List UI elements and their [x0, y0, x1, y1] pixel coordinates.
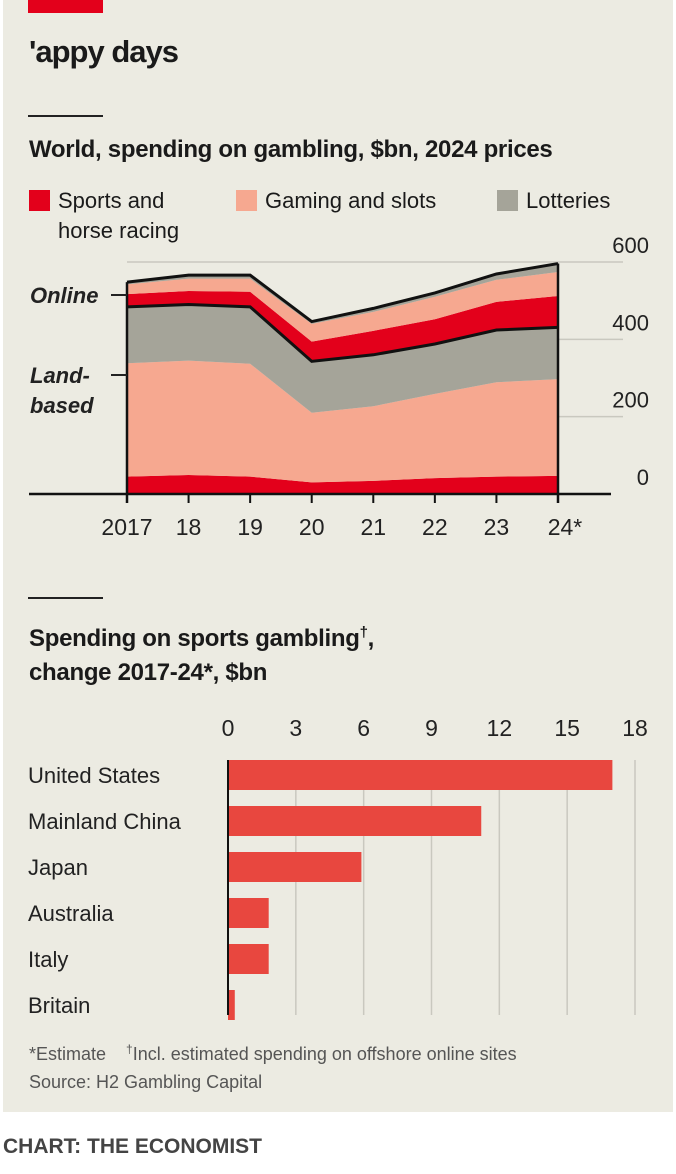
x-tick-label: 19: [237, 514, 263, 540]
x-tick-label: 24*: [548, 514, 583, 540]
y-tick-label: 0: [637, 465, 649, 490]
legend-swatch-gaming: [236, 190, 257, 211]
category-label: Australia: [28, 901, 114, 926]
bar-italy: [228, 944, 269, 974]
legend-swatch-lotteries: [497, 190, 518, 211]
x-tick-label: 20: [299, 514, 325, 540]
land-based-total-line: [126, 303, 559, 363]
x-tick-label: 9: [425, 715, 438, 741]
chart-title: 'appy days: [29, 34, 179, 69]
y-tick-label: 600: [612, 233, 649, 258]
footnote-estimate: *Estimate: [29, 1044, 107, 1064]
area-land-gaming: [127, 360, 558, 483]
source: Source: H2 Gambling Capital: [29, 1072, 263, 1092]
footnote: *Estimate †Incl. estimated spending on o…: [29, 1042, 517, 1065]
x-tick-label: 22: [422, 514, 448, 540]
divider: [28, 115, 103, 117]
bar-australia: [228, 898, 269, 928]
legend-gaming: Gaming and slots: [236, 186, 436, 216]
legend-swatch-sports: [29, 190, 50, 211]
x-tick-label: 15: [554, 715, 580, 741]
legend-lotteries: Lotteries: [497, 186, 610, 216]
category-label: United States: [28, 763, 160, 788]
total-line: [126, 262, 559, 324]
online-label: Online: [30, 283, 98, 308]
x-tick-label: 23: [484, 514, 510, 540]
legend-label: horse racing: [58, 218, 180, 243]
bar-united-states: [228, 760, 613, 790]
x-tick-label: 2017: [101, 514, 152, 540]
title-text: ,: [367, 625, 375, 652]
land-based-label: based: [30, 393, 94, 418]
bar-chart-title: Spending on sports gambling†, change 201…: [29, 616, 374, 690]
area-online-lotteries: [127, 263, 558, 324]
title-text: Spending on sports gambling: [29, 625, 360, 652]
land-based-label: Land-: [30, 363, 90, 388]
x-tick-label: 12: [487, 715, 513, 741]
category-label: Japan: [28, 855, 88, 880]
bar-mainland-china: [228, 806, 482, 836]
x-tick-label: 6: [357, 715, 370, 741]
bar-britain: [228, 990, 235, 1020]
dagger: †: [126, 1042, 133, 1056]
x-tick-label: 18: [176, 514, 202, 540]
legend-label: Lotteries: [526, 188, 611, 213]
divider: [28, 597, 103, 599]
x-tick-label: 3: [289, 715, 302, 741]
category-label: Italy: [28, 947, 68, 972]
legend-label: Sports and: [58, 188, 165, 213]
bar-japan: [228, 852, 362, 882]
brand-red-bar: [28, 0, 103, 13]
chart-credit: CHART: THE ECONOMIST: [3, 1135, 262, 1158]
legend-sports: Sports and horse racing: [29, 186, 179, 246]
dagger: †: [359, 624, 368, 641]
category-label: Britain: [28, 993, 90, 1018]
area-chart: 0 200 400 600 2017 18 19 20 21 22 23 24* Online Land-…: [29, 233, 649, 540]
area-chart-title: World, spending on gambling, $bn, 2024 p…: [29, 136, 553, 163]
area-online-sports: [127, 291, 558, 362]
bar-chart: 0 3 6 9 12 15 18 United States Mainland China Jap…: [28, 715, 648, 1020]
chart-card: 'appy days World, spending on gambling, …: [3, 0, 673, 1112]
area-land-sports: [127, 475, 558, 494]
y-tick-label: 200: [612, 388, 649, 413]
title-text: change 2017-24*, $bn: [29, 659, 268, 686]
footnote-incl: Incl. estimated spending on offshore onl…: [132, 1044, 517, 1064]
x-tick-label: 18: [622, 715, 648, 741]
category-label: Mainland China: [28, 809, 182, 834]
area-online-gaming: [127, 272, 558, 342]
y-tick-label: 400: [612, 310, 649, 335]
x-tick-label: 21: [360, 514, 386, 540]
x-tick-label: 0: [222, 715, 235, 741]
legend-label: Gaming and slots: [265, 188, 437, 213]
